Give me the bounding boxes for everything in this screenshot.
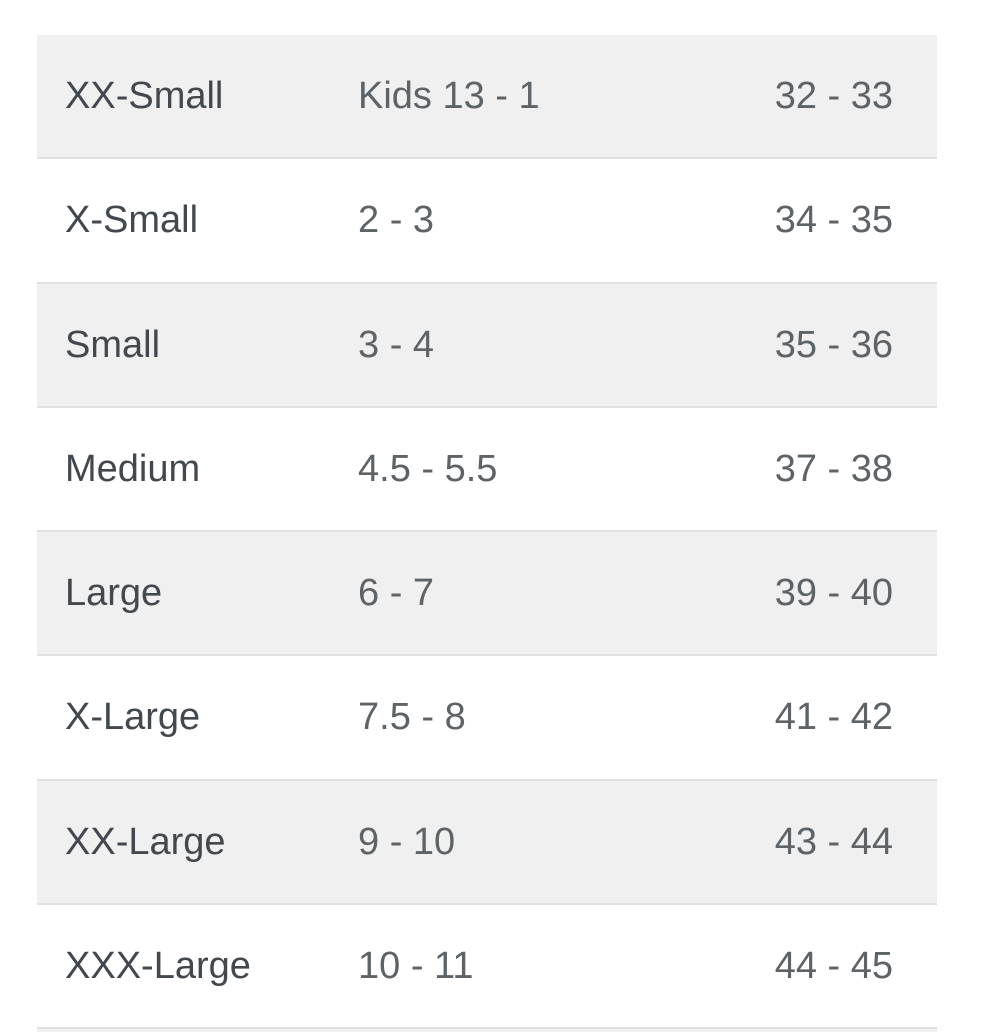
us-size-cell: 2 - 3 (358, 199, 435, 242)
table-row: Small 3 - 4 35 - 36 (37, 283, 937, 408)
size-cell: Large (65, 572, 163, 615)
us-size-cell: 3 - 4 (358, 323, 435, 366)
eu-size-cell: 32 - 33 (774, 75, 893, 118)
us-size-cell: 9 - 10 (358, 820, 456, 863)
table-row: Medium 4.5 - 5.5 37 - 38 (37, 407, 937, 532)
us-size-cell: 10 - 11 (358, 944, 474, 987)
table-row: X-Large 7.5 - 8 41 - 42 (37, 656, 937, 781)
eu-size-cell: 34 - 35 (774, 199, 893, 242)
eu-size-cell: 41 - 42 (774, 696, 893, 739)
table-row: XX-Small Kids 13 - 1 32 - 33 (37, 35, 937, 160)
us-size-cell: 6 - 7 (358, 572, 435, 615)
us-size-cell: 7.5 - 8 (358, 696, 466, 739)
size-cell: X-Large (65, 696, 201, 739)
eu-size-cell: 39 - 40 (774, 572, 893, 615)
eu-size-cell: 35 - 36 (774, 323, 893, 366)
size-cell: XX-Large (65, 820, 226, 863)
us-size-cell: Kids 13 - 1 (358, 75, 540, 118)
table-row: Large 6 - 7 39 - 40 (37, 532, 937, 657)
eu-size-cell: 37 - 38 (774, 447, 893, 490)
table-row: XX-Large 9 - 10 43 - 44 (37, 780, 937, 905)
size-chart-table: XX-Small Kids 13 - 1 32 - 33 X-Small 2 -… (37, 35, 937, 1032)
size-cell: XX-Small (65, 75, 224, 118)
us-size-cell: 4.5 - 5.5 (358, 447, 498, 490)
table-row: XXX-Large 10 - 11 44 - 45 (37, 904, 937, 1029)
size-cell: Medium (65, 447, 201, 490)
eu-size-cell: 44 - 45 (774, 944, 893, 987)
size-cell: X-Small (65, 199, 199, 242)
eu-size-cell: 43 - 44 (774, 820, 893, 863)
size-cell: XXX-Large (65, 944, 251, 987)
table-row-partial (37, 1029, 937, 1032)
size-cell: Small (65, 323, 161, 366)
table-row: X-Small 2 - 3 34 - 35 (37, 159, 937, 284)
